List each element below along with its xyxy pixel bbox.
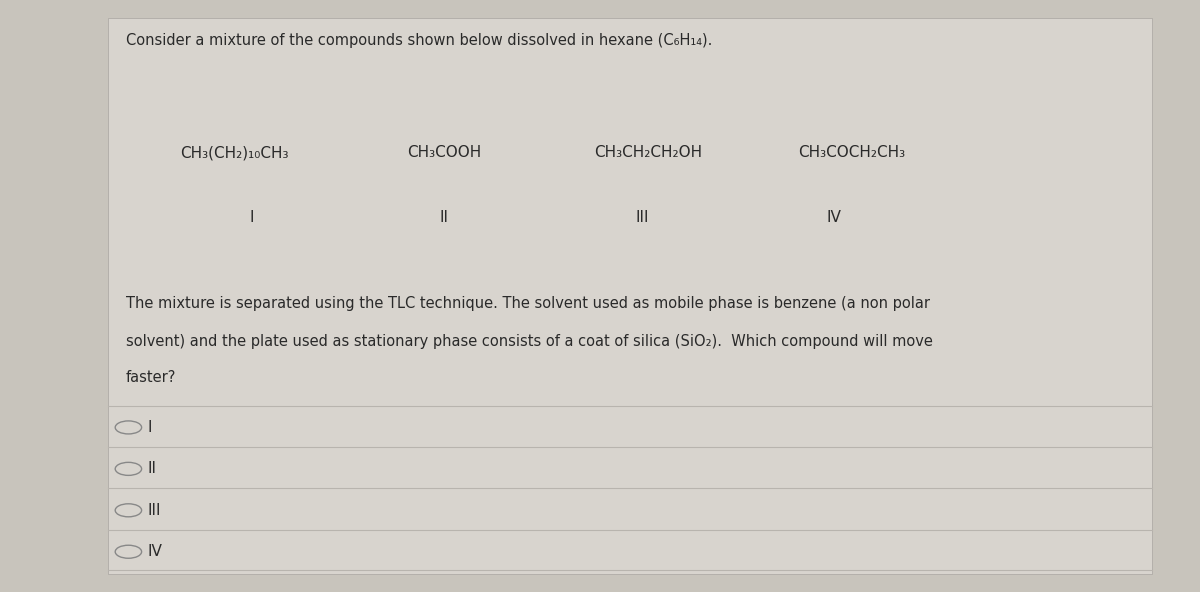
Text: III: III <box>148 503 161 518</box>
Text: IV: IV <box>148 544 162 559</box>
Text: I: I <box>250 210 254 225</box>
Text: II: II <box>439 210 449 225</box>
Text: Consider a mixture of the compounds shown below dissolved in hexane (C₆H₁₄).: Consider a mixture of the compounds show… <box>126 33 713 47</box>
Text: The mixture is separated using the TLC technique. The solvent used as mobile pha: The mixture is separated using the TLC t… <box>126 296 930 311</box>
Text: III: III <box>635 210 649 225</box>
Text: CH₃COCH₂CH₃: CH₃COCH₂CH₃ <box>798 145 906 160</box>
Text: IV: IV <box>827 210 841 225</box>
Text: CH₃CH₂CH₂OH: CH₃CH₂CH₂OH <box>594 145 702 160</box>
Text: II: II <box>148 461 156 477</box>
Text: faster?: faster? <box>126 370 176 385</box>
Text: I: I <box>148 420 152 435</box>
FancyBboxPatch shape <box>108 18 1152 574</box>
Text: CH₃COOH: CH₃COOH <box>407 145 481 160</box>
Text: solvent) and the plate used as stationary phase consists of a coat of silica (Si: solvent) and the plate used as stationar… <box>126 334 932 349</box>
Text: CH₃(CH₂)₁₀CH₃: CH₃(CH₂)₁₀CH₃ <box>180 145 288 160</box>
